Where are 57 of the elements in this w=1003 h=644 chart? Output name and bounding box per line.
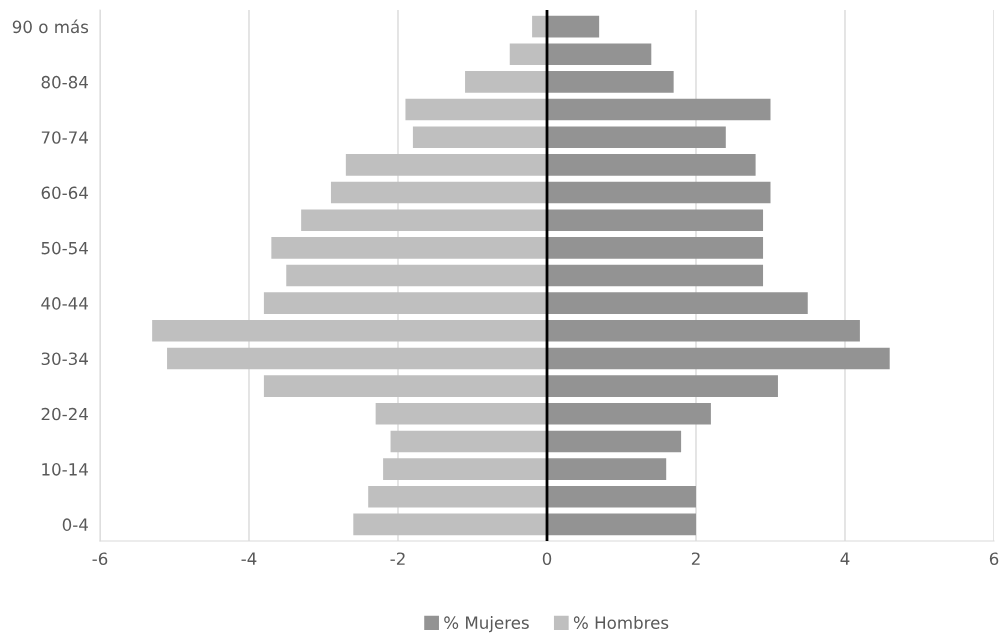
bar xyxy=(345,154,547,176)
y-tick-label: 50-54 xyxy=(41,241,88,255)
y-tick-label: 80-84 xyxy=(41,75,88,89)
bar xyxy=(286,264,547,287)
bar xyxy=(368,485,547,508)
y-tick-label: 90 o más xyxy=(12,19,89,34)
x-tick-label: 4 xyxy=(840,552,850,565)
bar xyxy=(547,98,771,121)
bar xyxy=(547,15,600,38)
bar xyxy=(152,320,547,342)
bar xyxy=(547,126,726,148)
bar xyxy=(263,292,547,314)
bar xyxy=(547,403,711,425)
y-tick-label: 60-64 xyxy=(41,186,88,200)
bar xyxy=(547,181,771,204)
bar xyxy=(547,264,764,287)
y-tick-label: 40-44 xyxy=(41,297,88,310)
bar xyxy=(375,403,547,425)
legend-label: % Hombres xyxy=(573,616,669,629)
x-tick-label: 6 xyxy=(989,552,999,566)
x-tick-label: -6 xyxy=(92,552,108,566)
bar xyxy=(465,71,547,93)
y-tick-label: 30-34 xyxy=(41,352,88,366)
bar xyxy=(532,15,547,38)
bar xyxy=(547,71,674,93)
legend-label: % Mujeres xyxy=(444,616,529,633)
bar xyxy=(167,347,547,370)
x-tick-label: -2 xyxy=(390,552,405,565)
x-tick-label: 2 xyxy=(691,552,700,565)
bar xyxy=(547,292,808,314)
bar xyxy=(547,513,696,536)
bar xyxy=(547,375,778,397)
bar xyxy=(547,154,756,176)
bar xyxy=(547,209,764,231)
bar xyxy=(547,430,682,453)
bar xyxy=(405,98,547,121)
bar xyxy=(353,513,547,536)
bar xyxy=(547,320,860,342)
bar xyxy=(390,430,547,453)
bar xyxy=(383,458,547,480)
bar xyxy=(263,375,547,397)
bar xyxy=(271,237,547,259)
bar xyxy=(412,126,547,148)
bar xyxy=(547,458,667,480)
x-tick-label: -4 xyxy=(241,552,257,565)
bar xyxy=(547,347,890,370)
x-tick-label: 0 xyxy=(542,552,552,566)
y-tick-label: 0-4 xyxy=(62,518,88,531)
bar xyxy=(547,43,652,66)
bar xyxy=(547,237,764,259)
bar xyxy=(301,209,547,231)
bar xyxy=(330,181,547,204)
bar xyxy=(509,43,547,66)
bar xyxy=(547,485,696,508)
y-tick-label: 70-74 xyxy=(41,131,88,144)
y-tick-label: 20-24 xyxy=(41,407,88,421)
y-tick-label: 10-14 xyxy=(42,463,88,476)
